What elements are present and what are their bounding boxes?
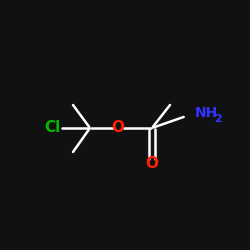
Text: O: O [146,156,158,170]
Text: NH: NH [195,106,218,120]
Text: O: O [112,120,124,136]
Text: 2: 2 [214,114,222,124]
Text: Cl: Cl [44,120,60,136]
